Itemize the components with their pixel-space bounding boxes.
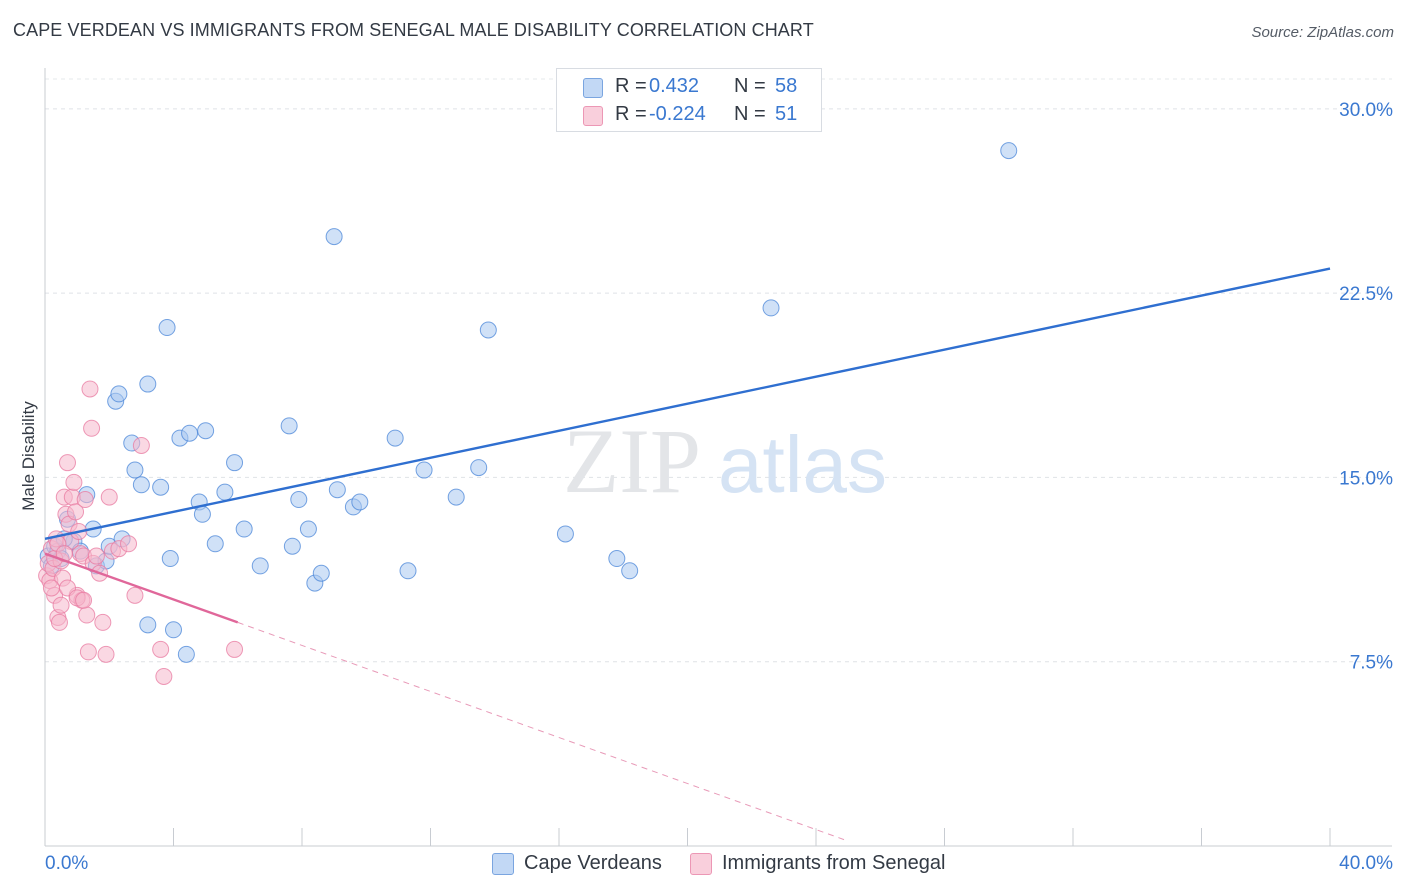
legend-r-label: R =	[615, 75, 647, 97]
legend-n-label: N =	[734, 103, 766, 125]
grid-layer	[45, 78, 1392, 663]
legend-n-value: 51	[775, 103, 798, 125]
axis-layer	[44, 68, 1392, 847]
senegal-point	[52, 596, 70, 614]
chart-title: CAPE VERDEAN VS IMMIGRANTS FROM SENEGAL …	[13, 20, 814, 40]
senegal-point	[132, 436, 150, 454]
senegal-point	[65, 473, 83, 491]
cape-verdean-point	[386, 429, 404, 447]
correlation-legend: R = 0.432 N = 58 R = -0.224 N = 51	[556, 68, 822, 132]
senegal-point	[94, 613, 112, 631]
source-credit: Source: ZipAtlas.com	[1251, 24, 1394, 41]
cape-verdean-point	[177, 645, 195, 663]
cape-verdean-point	[139, 375, 157, 393]
legend-swatch-cape-verdeans	[492, 853, 514, 875]
cape-verdean-point	[415, 461, 433, 479]
y-tick-label: 15.0%	[1339, 468, 1393, 489]
tick-label-layer: 7.5% 15.0% 22.5% 30.0% 0.0% 40.0% Male Disabil…	[19, 100, 1393, 874]
senegal-point	[50, 613, 68, 631]
trendline	[44, 552, 239, 624]
y-tick-label: 7.5%	[1350, 653, 1393, 674]
cape-verdean-point	[161, 550, 179, 568]
senegal-point	[67, 503, 85, 521]
cape-verdean-point	[299, 520, 317, 538]
cape-verdean-point	[110, 385, 128, 403]
senegal-point	[226, 640, 244, 658]
senegal-point	[100, 488, 118, 506]
cape-verdean-point	[132, 476, 150, 494]
legend-swatch-cape-verdeans	[583, 78, 603, 98]
cape-verdean-point	[399, 562, 417, 580]
watermark-atlas: atlas	[718, 420, 887, 509]
cape-verdean-point	[608, 550, 626, 568]
cape-verdean-point	[283, 537, 301, 555]
trendline	[237, 621, 849, 842]
watermark-zip: ZIP	[563, 410, 701, 512]
senegal-point	[97, 645, 115, 663]
cape-verdean-point	[193, 505, 211, 523]
senegal-point	[58, 454, 76, 472]
cape-verdean-point	[312, 564, 330, 582]
cape-verdean-point	[290, 491, 308, 509]
cape-verdean-point	[216, 483, 234, 501]
x-tick-label: 40.0%	[1339, 853, 1393, 874]
legend-label-senegal: Immigrants from Senegal	[722, 852, 946, 874]
x-tick-label: 0.0%	[45, 853, 88, 874]
trendline-layer	[44, 267, 1331, 842]
legend-n-value: 58	[775, 75, 798, 97]
legend-r-value: -0.224	[649, 103, 706, 125]
cape-verdean-point	[325, 228, 343, 246]
watermark: ZIP atlas	[563, 410, 887, 512]
cape-verdean-point	[470, 459, 488, 477]
senegal-point	[76, 491, 94, 509]
senegal-point	[155, 667, 173, 685]
senegal-point	[78, 606, 96, 624]
legend-swatch-senegal	[583, 106, 603, 126]
legend-row-senegal: R = -0.224 N = 51	[557, 101, 821, 129]
y-tick-label: 22.5%	[1339, 284, 1393, 305]
legend-r-value: 0.432	[649, 75, 700, 97]
cape-verdean-point	[206, 535, 224, 553]
cape-verdean-point	[181, 424, 199, 442]
legend-swatch-senegal	[690, 853, 712, 875]
legend-r-label: R =	[615, 103, 647, 125]
trendline	[44, 267, 1331, 541]
cape-verdean-point	[126, 461, 144, 479]
senegal-point	[83, 419, 101, 437]
cape-verdean-point	[158, 319, 176, 337]
cape-verdean-point	[197, 422, 215, 440]
cape-verdean-point	[152, 478, 170, 496]
senegal-point	[152, 640, 170, 658]
senegal-point	[120, 535, 138, 553]
cape-verdean-point	[621, 562, 639, 580]
cape-verdean-point	[165, 621, 182, 639]
legend-label-cape-verdeans: Cape Verdeans	[524, 852, 662, 874]
senegal-point	[42, 579, 60, 597]
cape-verdean-point	[762, 299, 780, 317]
senegal-point	[79, 643, 97, 661]
y-axis-label: Male Disability	[19, 401, 38, 511]
senegal-point	[126, 586, 144, 604]
legend-n-label: N =	[734, 75, 766, 97]
senegal-point	[81, 380, 99, 398]
y-tick-label: 30.0%	[1339, 100, 1393, 121]
cape-verdean-point	[479, 321, 497, 339]
legend-row-cape-verdeans: R = 0.432 N = 58	[557, 73, 821, 101]
cape-verdean-point	[328, 481, 346, 499]
cape-verdean-point	[139, 616, 157, 634]
points-layer	[38, 142, 1018, 685]
senegal-point	[75, 591, 93, 609]
cape-verdean-point	[351, 493, 369, 511]
cape-verdean-point	[235, 520, 253, 538]
cape-verdean-point	[556, 525, 574, 543]
cape-verdean-point	[226, 454, 244, 472]
cape-verdean-point	[1000, 142, 1018, 160]
cape-verdean-point	[280, 417, 298, 435]
cape-verdean-point	[447, 488, 465, 506]
senegal-point	[87, 547, 105, 565]
cape-verdean-point	[251, 557, 269, 575]
